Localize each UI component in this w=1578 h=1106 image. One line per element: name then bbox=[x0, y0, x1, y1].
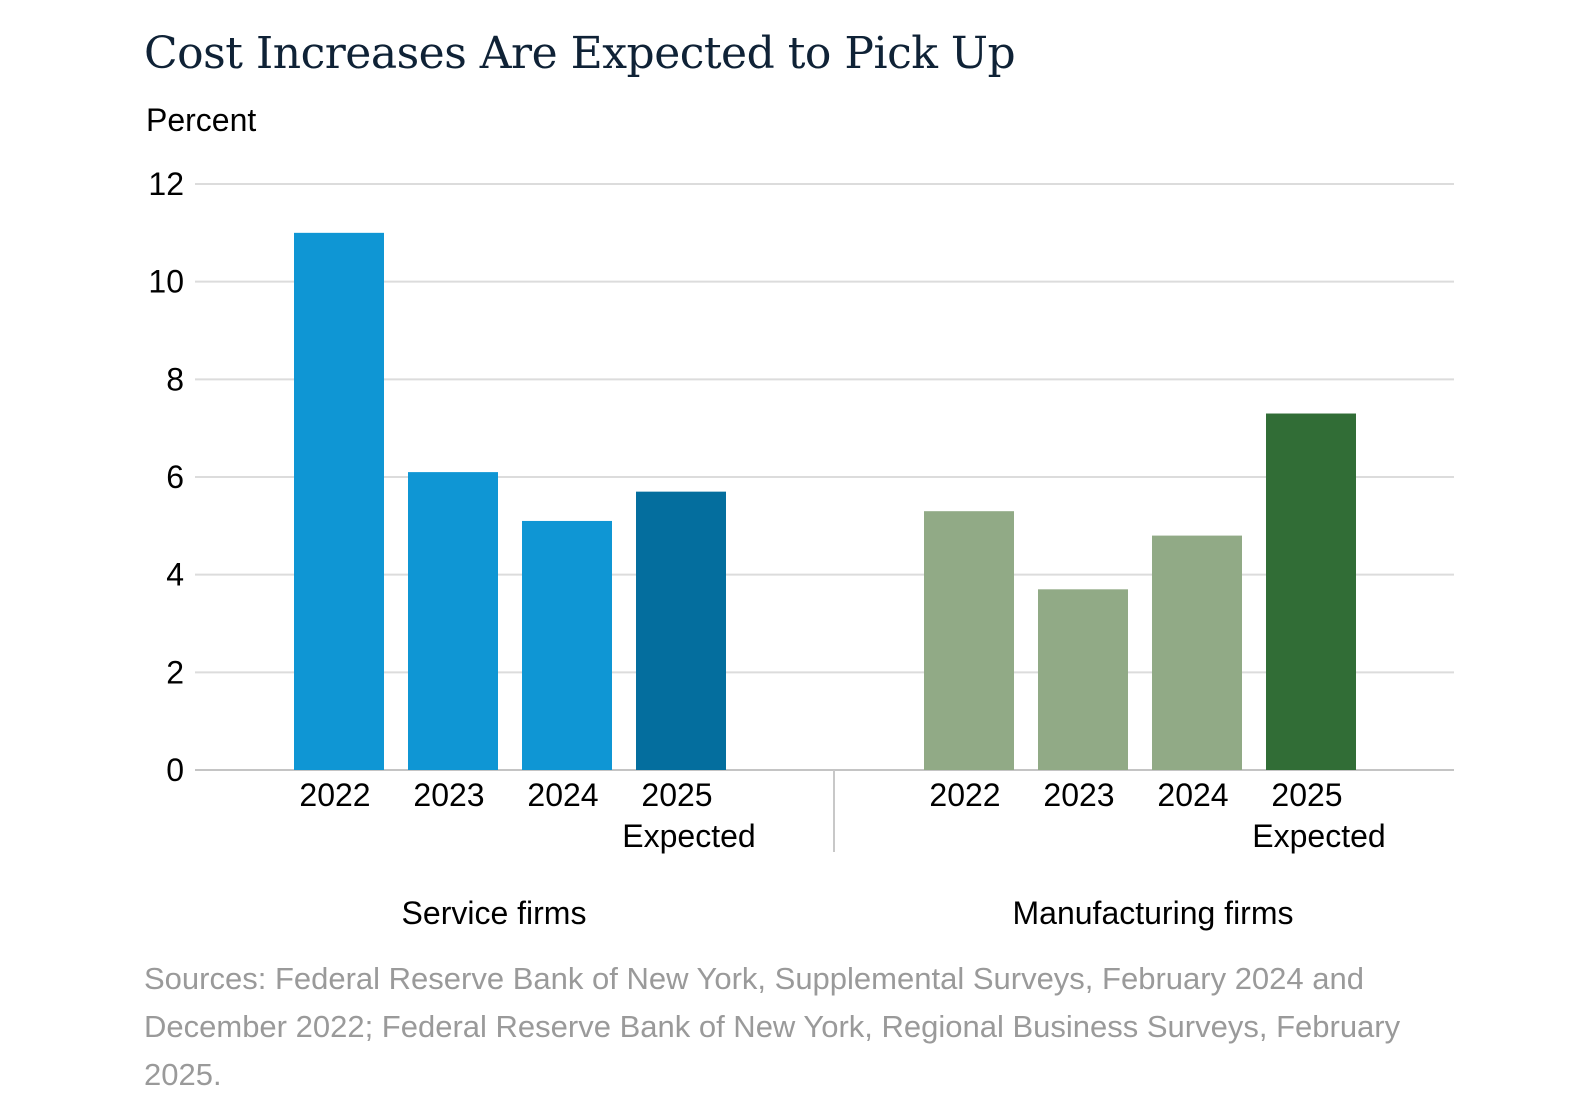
x-tick-label: 2025 bbox=[641, 777, 712, 813]
bar bbox=[294, 232, 384, 771]
x-tick-label: 2022 bbox=[299, 777, 370, 813]
y-tick-label: 12 bbox=[148, 166, 184, 202]
group-label: Service firms bbox=[402, 895, 587, 931]
bar bbox=[924, 511, 1014, 770]
x-tick-sublabel: Expected bbox=[622, 818, 755, 854]
sources-note: Sources: Federal Reserve Bank of New Yor… bbox=[144, 961, 1401, 1092]
bar bbox=[636, 491, 726, 770]
x-tick-label: 2024 bbox=[1157, 777, 1228, 813]
group-label: Manufacturing firms bbox=[1013, 895, 1294, 931]
y-tick-label: 4 bbox=[166, 557, 184, 593]
bar bbox=[1152, 535, 1242, 770]
bar bbox=[408, 472, 498, 770]
y-tick-label: 10 bbox=[148, 264, 184, 300]
x-tick-label: 2025 bbox=[1271, 777, 1342, 813]
x-tick-label: 2024 bbox=[527, 777, 598, 813]
x-tick-label: 2023 bbox=[413, 777, 484, 813]
y-tick-labels: 0 2 4 6 8 10 12 bbox=[148, 166, 184, 788]
bars bbox=[294, 232, 1356, 771]
gridlines bbox=[195, 183, 1454, 771]
y-tick-label: 6 bbox=[166, 459, 184, 495]
group-labels: Service firms Manufacturing firms bbox=[402, 895, 1294, 931]
x-tick-sublabel: Expected bbox=[1252, 818, 1385, 854]
bar bbox=[1038, 589, 1128, 770]
y-tick-label: 8 bbox=[166, 361, 184, 397]
x-tick-labels: 2022 2023 2024 2025 Expected 2022 2023 2024 2025… bbox=[299, 777, 1385, 854]
x-tick-label: 2023 bbox=[1043, 777, 1114, 813]
chart-title: Cost Increases Are Expected to Pick Up bbox=[144, 28, 1016, 79]
bar bbox=[522, 520, 612, 770]
bar bbox=[1266, 413, 1356, 770]
y-tick-label: 0 bbox=[166, 752, 184, 788]
y-axis-label: Percent bbox=[146, 102, 257, 138]
y-tick-label: 2 bbox=[166, 654, 184, 690]
x-tick-label: 2022 bbox=[929, 777, 1000, 813]
